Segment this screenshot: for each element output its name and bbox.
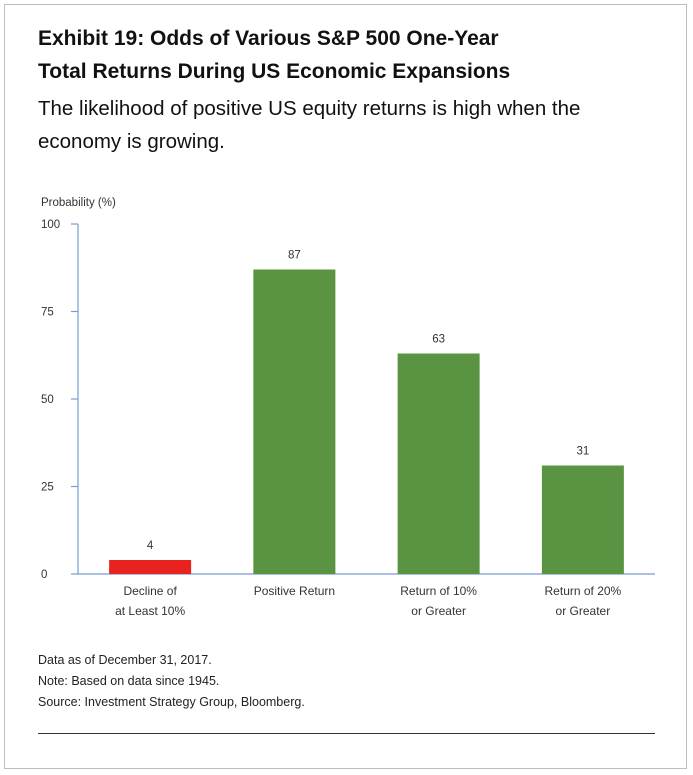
- y-tick-label-75: 75: [41, 307, 54, 319]
- data-label-3: 31: [576, 446, 589, 458]
- x-tick-label-1-line-1: Positive Return: [254, 584, 335, 598]
- y-tick-label-0: 0: [41, 569, 47, 581]
- data-label-2: 63: [432, 334, 445, 346]
- footnotes: Data as of December 31, 2017. Note: Base…: [38, 650, 305, 713]
- x-tick-label-3-line-1: Return of 20%: [545, 584, 622, 598]
- chart-title-line-2: Total Returns During US Economic Expansi…: [38, 60, 511, 83]
- y-tick-label-100: 100: [41, 219, 60, 231]
- footnote-note: Note: Based on data since 1945.: [38, 674, 220, 688]
- data-label-1: 87: [288, 250, 301, 262]
- chart-title: Exhibit 19: Odds of Various S&P 500 One-…: [38, 22, 658, 88]
- exhibit-frame: [4, 4, 687, 769]
- footnote-source: Source: Investment Strategy Group, Bloom…: [38, 695, 305, 709]
- x-tick-label-0-line-2: at Least 10%: [115, 604, 185, 618]
- chart-title-line-1: Exhibit 19: Odds of Various S&P 500 One-…: [38, 27, 499, 50]
- bottom-rule: [38, 733, 655, 734]
- x-tick-label-2-line-2: or Greater: [411, 604, 466, 618]
- x-tick-label-3-line-2: or Greater: [556, 604, 611, 618]
- y-axis-label: Probability (%): [41, 197, 116, 209]
- y-tick-label-50: 50: [41, 394, 54, 406]
- chart-subtitle: The likelihood of positive US equity ret…: [38, 92, 663, 158]
- x-tick-label-0-line-1: Decline of: [123, 584, 177, 598]
- bar-0: [109, 560, 192, 574]
- data-label-0: 4: [147, 540, 154, 552]
- bar-1: [253, 269, 336, 574]
- x-tick-label-2-line-1: Return of 10%: [400, 584, 477, 598]
- bar-chart: Probability (%) 0 25 50 75 100 4 Decline of at L…: [41, 197, 655, 618]
- chart-subtitle-line-2: economy is growing.: [38, 130, 225, 153]
- bar-3: [541, 465, 624, 574]
- chart-subtitle-line-1: The likelihood of positive US equity ret…: [38, 97, 581, 120]
- y-tick-label-25: 25: [41, 482, 54, 494]
- bar-2: [397, 353, 480, 574]
- footnote-data-date: Data as of December 31, 2017.: [38, 653, 212, 667]
